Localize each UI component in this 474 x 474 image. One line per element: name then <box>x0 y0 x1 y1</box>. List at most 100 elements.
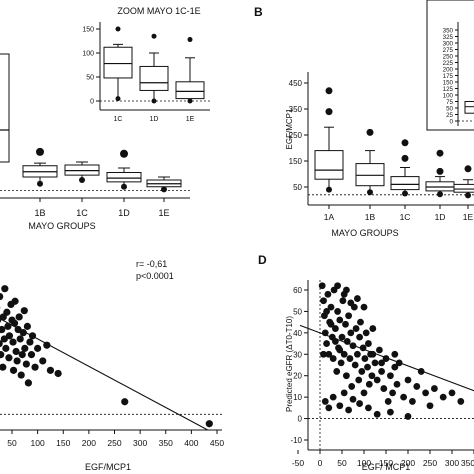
panel-b-outlier-point <box>401 139 409 147</box>
panel-d-data-point <box>384 398 392 405</box>
panel-c-data-point <box>0 292 4 301</box>
panel-d-data-point <box>387 408 394 416</box>
panel-d-y-tick-label: 10 <box>293 393 302 402</box>
panel-b-inset-y-tick-label: 150 <box>443 79 454 86</box>
panel-d-data-point <box>382 355 390 362</box>
panel-d-data-point <box>336 346 344 354</box>
panel-d-data-point <box>389 389 396 397</box>
panel-d-y-tick-label: -10 <box>290 436 302 445</box>
panel-a-inset-x-tick-label: 1E <box>186 116 195 123</box>
panel-c-data-point <box>1 285 9 293</box>
panel-d-data-point <box>321 329 329 337</box>
panel-c-data-point <box>0 363 7 371</box>
panel-d-data-point <box>325 350 333 358</box>
panel-d-data-point <box>320 350 327 358</box>
panel-b-y-tick-label: 350 <box>289 105 303 114</box>
panel-c-data-point <box>11 297 19 305</box>
panel-d-data-point <box>360 389 368 397</box>
panel-b-x-axis-label: MAYO GROUPS <box>331 228 398 238</box>
panel-b-low-marker <box>437 191 443 198</box>
panel-c-x-tick-label: 300 <box>133 438 147 448</box>
panel-d-data-point <box>373 376 381 384</box>
panel-d-data-point <box>323 308 330 315</box>
panel-b-y-tick-label: 150 <box>289 157 303 166</box>
panel-d-data-point <box>336 402 344 410</box>
panel-d-data-point <box>320 297 327 305</box>
panel-b-y-tick-label: 50 <box>293 183 302 192</box>
panel-d-data-point <box>332 338 339 345</box>
panel-a-x-tick-label: 1E <box>158 208 169 218</box>
panel-d-data-point <box>349 395 357 403</box>
panel-c-annotation-p: p<0.0001 <box>136 271 174 281</box>
panel-b-y-axis-label: EGF/MCP1 <box>285 108 294 149</box>
panel-d-data-point <box>365 340 372 347</box>
panel-b-box <box>425 181 455 192</box>
panel-d-data-point <box>339 297 347 305</box>
panel-d-data-point <box>345 406 352 414</box>
panel-c-data-point <box>4 322 12 330</box>
panel-a-outlier-point <box>36 147 44 156</box>
panel-b-inset-y-tick-label: 300 <box>443 40 454 47</box>
panel-c-annotation-r: r= -0,61 <box>136 259 167 269</box>
panel-b-low-marker <box>367 189 373 196</box>
panel-b-box <box>453 183 474 193</box>
panel-b-x-tick-label: 1D <box>435 212 446 222</box>
panel-a-inset-box <box>175 81 205 100</box>
panel-c-data-point <box>121 398 129 406</box>
panel-a-inset-low-marker <box>187 98 193 104</box>
panel-b-inset-y-tick-label: 275 <box>443 47 454 54</box>
panel-d-data-point <box>355 376 363 384</box>
panel-c-data-point <box>0 325 6 334</box>
panel-d-data-point <box>349 342 357 350</box>
panel-d-data-point <box>347 329 355 337</box>
panel-d-y-tick-label: 20 <box>293 372 302 381</box>
panel-d-data-point <box>343 338 351 345</box>
panel-a-inset-boxplot: ZOOM MAYO 1C-1E 0 50 100 150 1C 1D 1E <box>82 6 210 123</box>
panel-b-inset-y-tick-label: 0 <box>450 118 454 125</box>
panel-a-inset-outlier-point <box>187 37 193 43</box>
panel-a-x-tick-label: 1D <box>118 208 130 218</box>
panel-d-data-point <box>391 363 399 371</box>
panel-c-data-point <box>5 354 13 362</box>
panel-b-low-marker <box>465 192 471 199</box>
panel-b-box <box>355 163 385 187</box>
panel-b-low-marker <box>402 190 408 197</box>
panel-c-data-point <box>24 379 32 387</box>
panel-d-data-point <box>327 320 335 328</box>
panel-a-inset-y-tick-label: 0 <box>90 99 94 106</box>
panel-d-x-tick-label: 300 <box>445 458 459 468</box>
panel-c-data-point <box>9 366 18 374</box>
panel-d-y-tick-label: 60 <box>293 286 302 295</box>
panel-b-box <box>390 176 420 191</box>
panel-d-y-axis-label: Predicted eGFR (ΔT0-T10) <box>285 316 294 412</box>
panel-d-data-point <box>360 303 368 311</box>
panel-d-data-point <box>409 398 416 405</box>
panel-d-data-point <box>364 363 371 371</box>
panel-c-x-axis-label: EGF/MCP1 <box>85 462 131 472</box>
panel-d-letter: D <box>258 253 267 267</box>
panel-c-data-point <box>12 347 20 356</box>
panel-d-data-point <box>351 361 359 369</box>
panel-d-data-point <box>348 383 356 390</box>
panel-d-data-point <box>356 333 363 341</box>
panel-c-data-point <box>31 363 39 371</box>
panel-b-boxplot: B EGF/MCP1 50 150 250 350 450 1A 1B 1C 1D 1E MAYO… <box>254 5 474 238</box>
panel-b-inset-y-tick-label: 50 <box>446 105 453 112</box>
panel-c-data-point <box>18 351 26 359</box>
panel-c-data-point <box>5 332 14 340</box>
panel-d-data-point <box>378 359 385 367</box>
panel-a-inset-low-marker <box>151 98 157 104</box>
panel-d-x-tick-label: 0 <box>318 458 323 468</box>
panel-b-outlier-point <box>366 128 374 136</box>
panel-d-data-point <box>431 385 438 392</box>
panel-d-data-point <box>340 389 348 397</box>
panel-a-inset-marks: 0 50 100 150 1C 1D 1E <box>82 22 210 123</box>
panel-b-inset-y-tick-label: 200 <box>443 66 454 73</box>
panel-d-data-point <box>340 350 348 358</box>
panel-b-inset-box <box>464 101 474 114</box>
panel-a-inset-x-tick-label: 1C <box>114 116 123 123</box>
panel-c-data-point <box>21 344 29 352</box>
panel-c-data-point <box>10 319 19 327</box>
panel-b-x-tick-label: 1A <box>324 212 335 222</box>
panel-d-x-tick-label: -50 <box>292 458 305 468</box>
